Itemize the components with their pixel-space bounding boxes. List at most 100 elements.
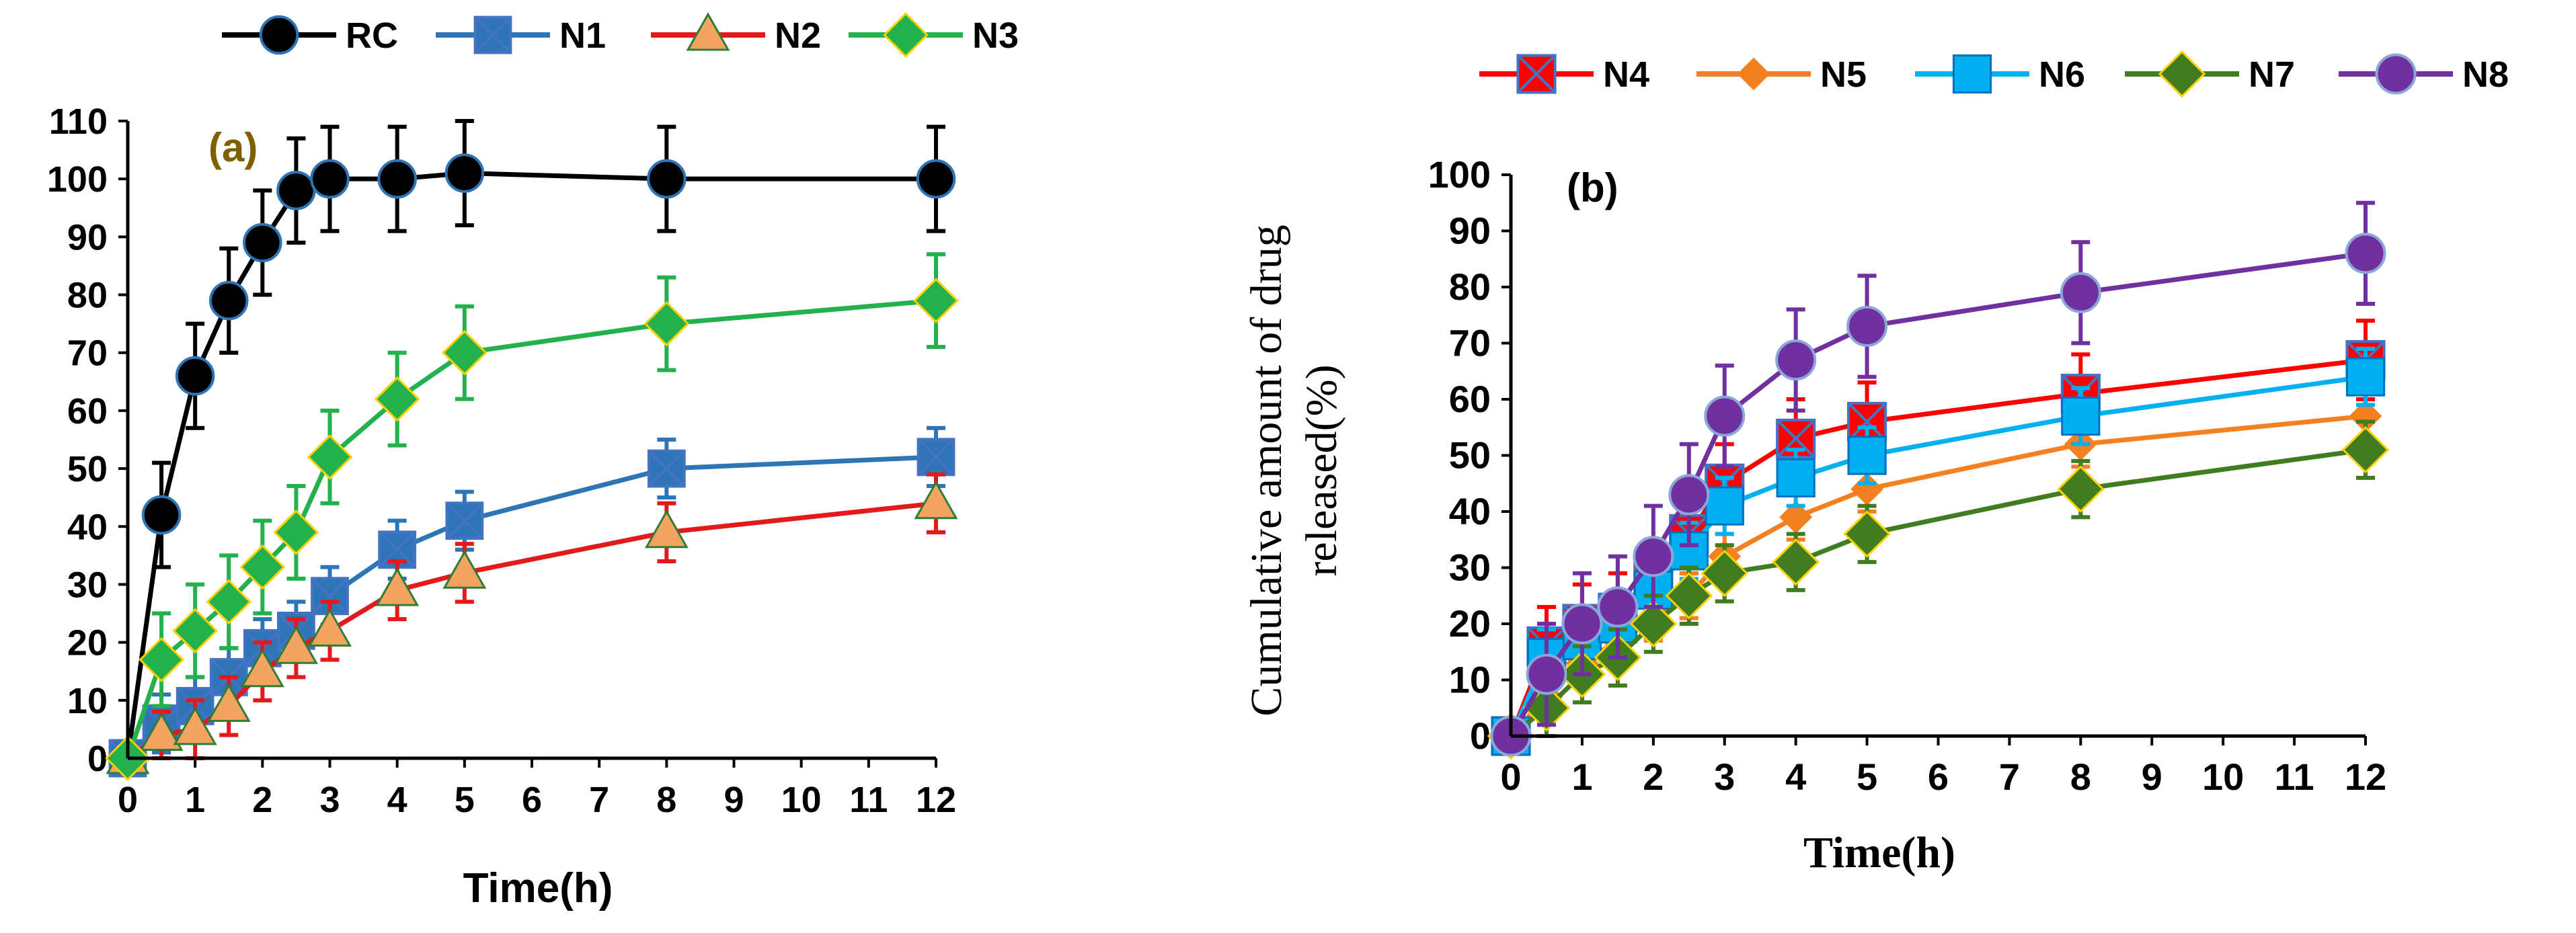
b-x-tick-label: 4 (1785, 756, 1806, 798)
panel-a-x-axis-title: Time(h) (463, 865, 613, 911)
b-legend-marker (1737, 57, 1770, 91)
a-legend-label: N3 (972, 15, 1019, 56)
a-point-n1 (311, 577, 349, 616)
a-x-tick-label: 7 (589, 780, 609, 820)
a-point-rc (310, 159, 350, 199)
b-legend-marker (1952, 54, 1992, 94)
a-y-tick-label: 80 (67, 276, 108, 316)
a-point-n1 (647, 449, 686, 488)
b-point-n6 (2345, 357, 2386, 397)
b-point-n6 (1847, 436, 1887, 475)
b-point-n7 (1701, 549, 1748, 598)
b-legend-marker (2158, 50, 2206, 98)
a-x-tick-label: 12 (916, 780, 956, 820)
b-y-tick-label: 90 (1449, 210, 1491, 252)
b-y-tick-label: 70 (1449, 322, 1491, 364)
b-legend-marker (2375, 53, 2417, 95)
a-x-tick-label: 1 (185, 780, 205, 820)
panel-b-x-ticks: 0 1 2 3 4 5 6 7 8 9 10 11 12 (1500, 736, 2386, 798)
b-x-tick-label: 12 (2345, 756, 2386, 798)
b-x-tick-label: 0 (1500, 756, 1521, 798)
b-x-tick-label: 1 (1571, 756, 1592, 798)
a-legend-item-n2: N2 (651, 12, 821, 56)
b-legend-item-n6: N6 (1915, 54, 2085, 95)
a-point-n3 (139, 637, 184, 683)
a-point-n3 (172, 608, 218, 654)
a-y-tick-label: 110 (49, 102, 108, 142)
b-point-n8 (1704, 395, 1746, 437)
a-point-n2 (206, 683, 251, 722)
b-point-n7 (1843, 510, 1891, 558)
a-y-tick-label: 30 (67, 565, 108, 605)
a-point-rc (916, 159, 956, 199)
b-x-tick-label: 5 (1857, 756, 1877, 798)
a-x-tick-label: 11 (849, 780, 888, 820)
b-point-n8 (2345, 233, 2386, 274)
a-point-rc (647, 159, 687, 199)
a-point-n3 (206, 579, 252, 625)
a-point-n2 (375, 567, 420, 606)
a-legend-marker (259, 15, 299, 55)
a-point-n3 (913, 278, 959, 323)
b-point-n8 (1597, 586, 1639, 628)
panel-a-label: (a) (208, 125, 258, 170)
panel-b-y-axis-title-line-1: Cumulative amount of drug (1242, 225, 1291, 716)
b-x-tick-label: 11 (2274, 756, 2314, 798)
a-series-n3 (105, 252, 959, 781)
a-legend-marker (883, 12, 929, 58)
b-point-n6 (1776, 458, 1816, 497)
a-y-tick-label: 100 (47, 159, 108, 200)
panel-b-label: (b) (1567, 165, 1618, 210)
panel-a-series-layer (105, 119, 959, 781)
b-y-tick-label: 60 (1449, 378, 1491, 420)
a-y-tick-label: 60 (67, 391, 108, 432)
a-legend-marker (473, 15, 512, 54)
a-point-n2 (240, 648, 284, 688)
a-point-n2 (139, 712, 184, 752)
a-x-tick-label: 3 (319, 780, 340, 820)
panel-b-y-ticks: 0 10 20 30 40 50 60 70 80 90 100 (1428, 153, 1511, 757)
b-x-tick-label: 6 (1928, 756, 1949, 798)
b-x-tick-label: 3 (1714, 756, 1735, 798)
a-point-rc (276, 171, 316, 210)
a-point-n3 (307, 434, 353, 480)
b-legend-item-n5: N5 (1696, 54, 1867, 95)
b-x-tick-label: 9 (2142, 756, 2162, 798)
b-y-tick-label: 20 (1449, 602, 1491, 645)
a-point-rc (208, 280, 249, 321)
a-legend-label: RC (346, 15, 398, 56)
b-point-n8 (1775, 339, 1817, 381)
b-point-n7 (2057, 465, 2105, 513)
a-point-n2 (173, 706, 217, 745)
b-legend-label: N6 (2039, 54, 2085, 95)
b-point-n8 (2060, 272, 2101, 313)
b-point-n7 (1629, 600, 1678, 648)
panel-b-x-axis-title: Time(h) (1803, 828, 1955, 877)
a-y-tick-label: 70 (67, 333, 108, 374)
b-y-tick-label: 100 (1428, 153, 1491, 196)
a-point-n2 (644, 510, 689, 549)
b-legend-item-n4: N4 (1479, 54, 1649, 95)
b-legend-item-n8: N8 (2339, 53, 2509, 95)
panel-b-y-axis-title-line-2: released(%) (1297, 364, 1346, 576)
b-legend-item-n7: N7 (2125, 50, 2295, 98)
a-point-n1 (445, 501, 484, 540)
panel-b-legend: N4 N5 N6 N7 N8 (1479, 50, 2509, 98)
a-point-n2 (308, 608, 352, 647)
a-x-tick-label: 5 (455, 780, 475, 820)
a-y-tick-label: 40 (67, 507, 108, 547)
panel-b-series-layer (1487, 200, 2390, 760)
a-x-tick-label: 9 (724, 780, 744, 820)
b-y-tick-label: 0 (1470, 715, 1491, 757)
b-point-n8 (1846, 305, 1888, 347)
b-y-tick-label: 40 (1449, 490, 1491, 532)
a-point-n2 (442, 550, 487, 589)
b-point-n7 (2341, 425, 2390, 474)
b-y-tick-label: 30 (1449, 546, 1491, 589)
a-x-tick-label: 0 (118, 780, 138, 820)
a-legend-item-n1: N1 (436, 15, 606, 56)
b-y-tick-label: 80 (1449, 266, 1491, 308)
a-x-tick-label: 4 (387, 780, 407, 820)
panel-a-y-ticks: 0 10 20 30 40 50 60 70 80 90 100 110 (47, 102, 128, 779)
